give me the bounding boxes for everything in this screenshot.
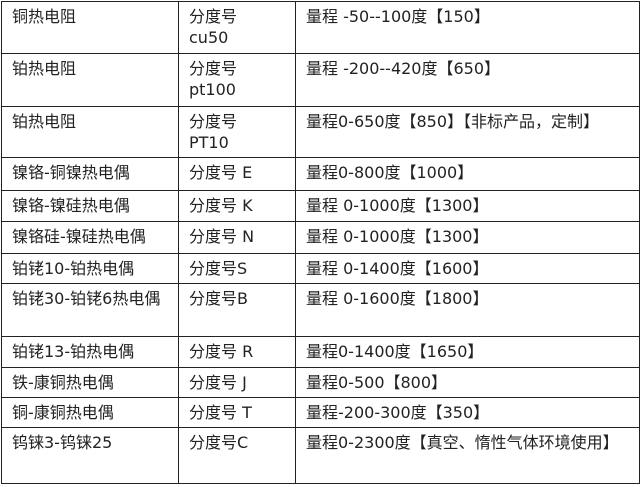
table-cell: 量程 0-1000度【1300】 (295, 190, 640, 222)
table-row: 铂热电阻 分度号 pt100 量程 -200--420度【650】 (1, 53, 640, 107)
table-cell: 分度号B (178, 283, 296, 337)
table-cell: 量程0-800度【1000】 (295, 157, 640, 191)
table-row: 镍铬-镍硅热电偶 分度号 K 量程 0-1000度【1300】 (1, 190, 640, 222)
table-row: 铜热电阻 分度号 cu50 量程 -50--100度【150】 (1, 1, 640, 54)
table-cell: 分度号 pt100 (178, 53, 296, 107)
table-row: 铂铑13-铂热电偶 分度号 R 量程0-1400度【1650】 (1, 336, 640, 368)
table-cell: 铁-康铜热电偶 (1, 367, 179, 398)
table-cell: 量程 -50--100度【150】 (295, 1, 640, 54)
table-cell: 量程0-500【800】 (295, 367, 640, 398)
table-cell: 铂热电阻 (1, 53, 179, 107)
table-row: 钨铼3-钨铼25 分度号C 量程0-2300度【真空、惰性气体环境使用】 (1, 427, 640, 484)
table-cell: 铂热电阻 (1, 106, 179, 158)
table-cell: 分度号 K (178, 190, 296, 222)
table-cell: 铂铑10-铂热电偶 (1, 253, 179, 284)
table-row: 镍铬硅-镍硅热电偶 分度号 N 量程 0-1000度【1300】 (1, 221, 640, 254)
table-cell: 分度号 N (178, 221, 296, 254)
table-row: 铂热电阻 分度号 PT10 量程0-650度【850】【非标产品，定制】 (1, 106, 640, 158)
table-cell: 分度号 J (178, 367, 296, 398)
table-cell: 量程 0-1600度【1800】 (295, 283, 640, 337)
table-row: 铂铑30-铂铑6热电偶 分度号B 量程 0-1600度【1800】 (1, 283, 640, 337)
table-cell: 镍铬-铜镍热电偶 (1, 157, 179, 191)
table-cell: 量程0-650度【850】【非标产品，定制】 (295, 106, 640, 158)
table-cell: 镍铬-镍硅热电偶 (1, 190, 179, 222)
table-cell: 分度号 T (178, 397, 296, 428)
table-cell: 量程 -200--420度【650】 (295, 53, 640, 107)
table-cell: 铂铑30-铂铑6热电偶 (1, 283, 179, 337)
table-cell: 量程 0-1000度【1300】 (295, 221, 640, 254)
table-cell: 铂铑13-铂热电偶 (1, 336, 179, 368)
table-cell: 镍铬硅-镍硅热电偶 (1, 221, 179, 254)
table-cell: 铜-康铜热电偶 (1, 397, 179, 428)
table-cell: 量程-200-300度【350】 (295, 397, 640, 428)
table-cell: 量程0-2300度【真空、惰性气体环境使用】 (295, 427, 640, 484)
table-cell: 铜热电阻 (1, 1, 179, 54)
table-cell: 量程 0-1400度【1600】 (295, 253, 640, 284)
table-cell: 分度号 E (178, 157, 296, 191)
table-row: 铂铑10-铂热电偶 分度号S 量程 0-1400度【1600】 (1, 253, 640, 284)
table-cell: 分度号C (178, 427, 296, 484)
table-row: 镍铬-铜镍热电偶 分度号 E 量程0-800度【1000】 (1, 157, 640, 191)
table-row: 铁-康铜热电偶 分度号 J 量程0-500【800】 (1, 367, 640, 398)
table-cell: 分度号S (178, 253, 296, 284)
table-cell: 分度号 R (178, 336, 296, 368)
table-cell: 分度号 cu50 (178, 1, 296, 54)
table-cell: 量程0-1400度【1650】 (295, 336, 640, 368)
table-cell: 分度号 PT10 (178, 106, 296, 158)
table-cell: 钨铼3-钨铼25 (1, 427, 179, 484)
table-row: 铜-康铜热电偶 分度号 T 量程-200-300度【350】 (1, 397, 640, 428)
